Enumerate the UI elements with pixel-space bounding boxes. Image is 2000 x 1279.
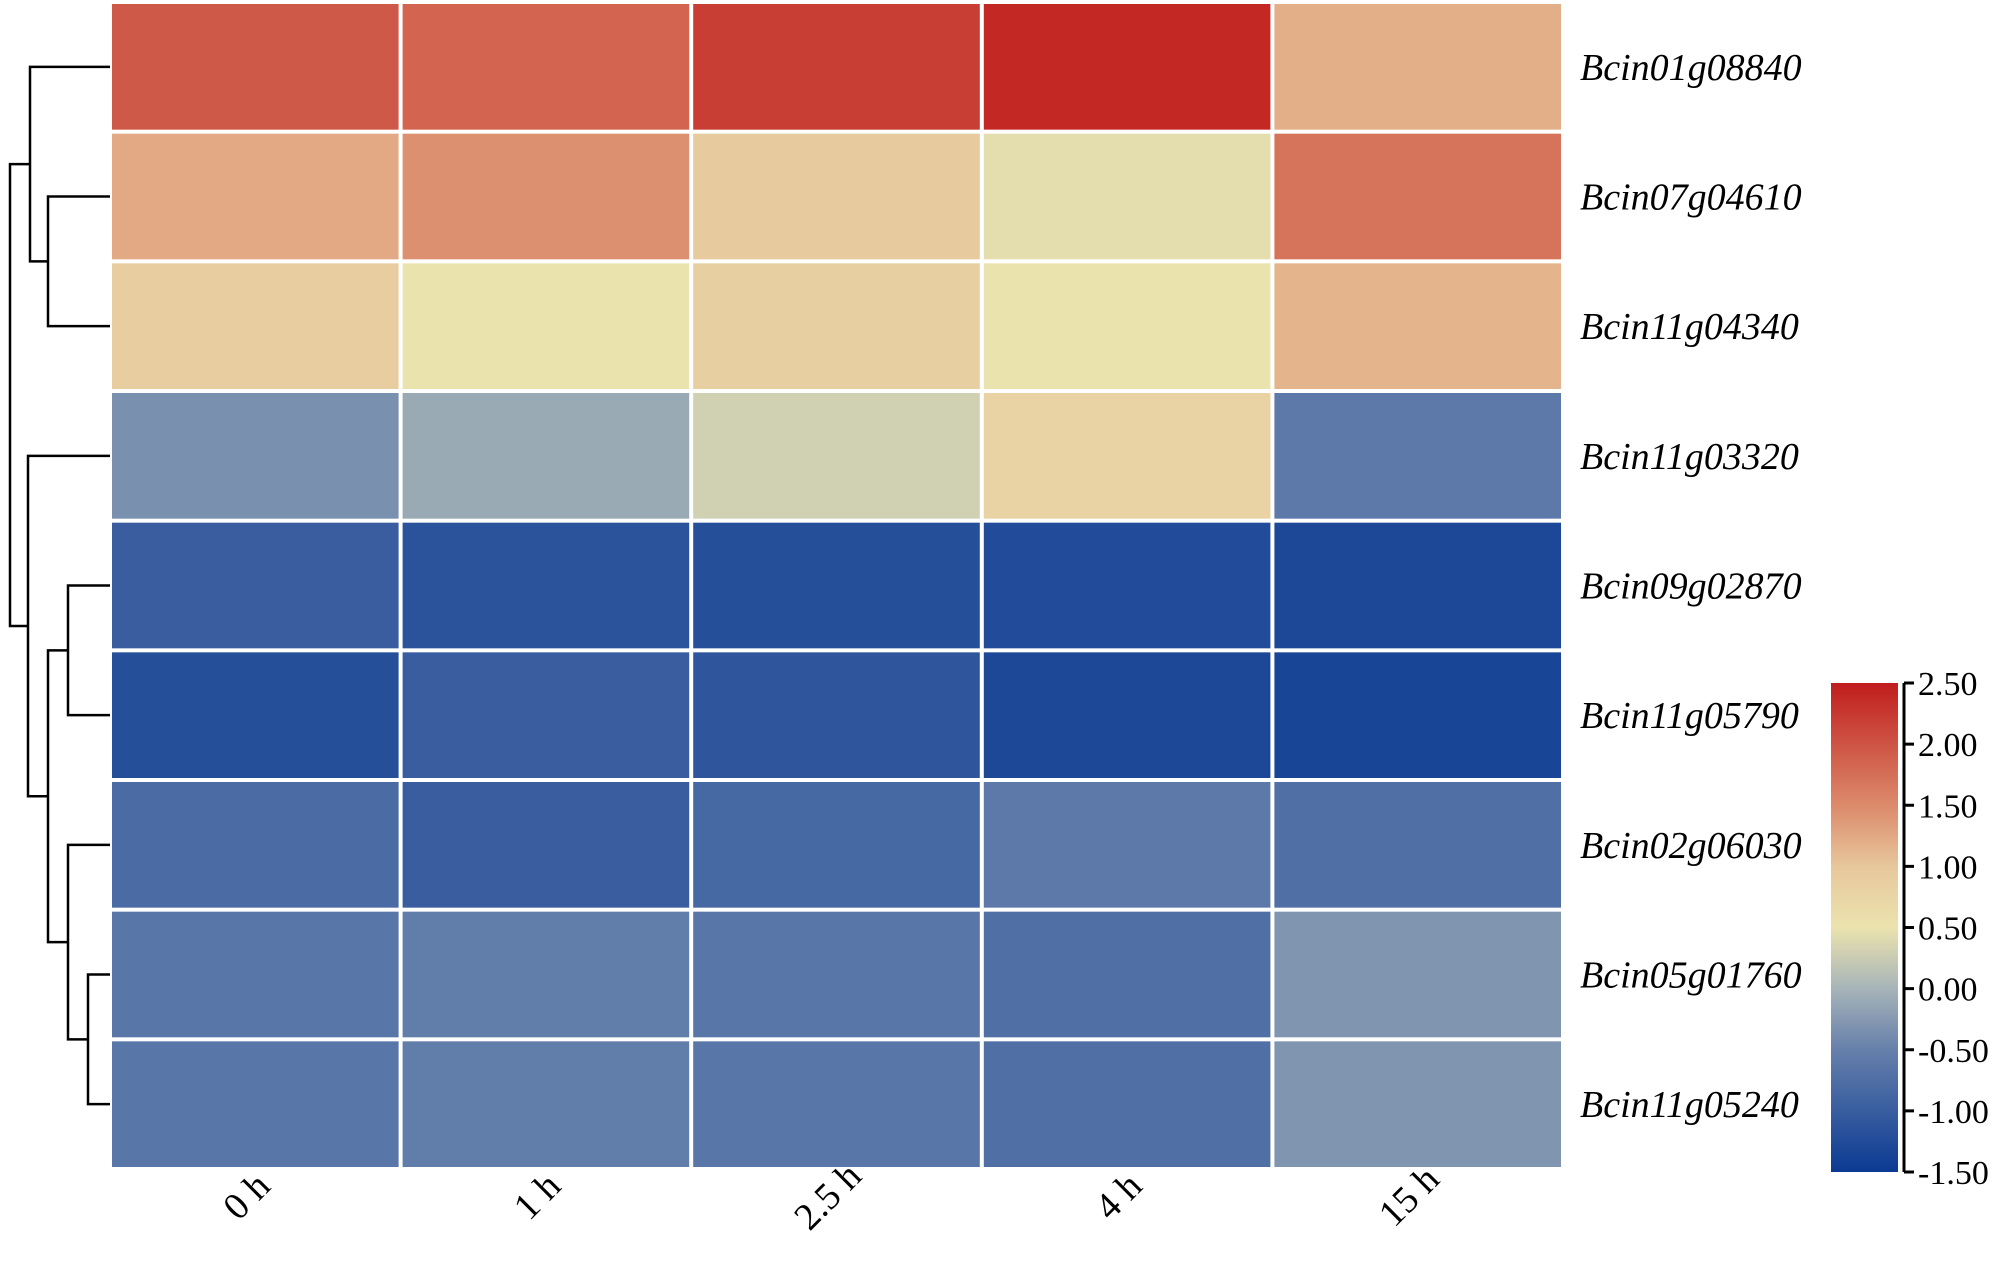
heatmap-cell: [112, 1041, 399, 1167]
heatmap-cell: [693, 782, 980, 908]
color-scale-tick-label: -0.50: [1918, 1033, 1989, 1070]
heatmap-cell: [1274, 522, 1561, 649]
color-scale-tick-label: 2.00: [1918, 727, 1978, 764]
column-label: 4 h: [1087, 1165, 1150, 1228]
dendrogram-branch: [86, 973, 110, 1106]
heatmap-cell: [983, 4, 1271, 130]
heatmap-cells: [110, 2, 1563, 1169]
heatmap-cell: [402, 1041, 690, 1167]
heatmap-cell: [1274, 652, 1561, 778]
heatmap-cell: [402, 133, 690, 260]
dendrogram-branch: [8, 162, 30, 628]
heatmap-cell: [112, 263, 399, 389]
heatmap-cell: [402, 393, 690, 519]
dendrogram-branch: [28, 65, 110, 263]
color-scale-tick-label: 1.00: [1918, 849, 1978, 886]
color-scale-bar: [1831, 683, 1898, 1172]
heatmap-cell: [402, 263, 690, 389]
heatmap-cell: [693, 133, 980, 260]
column-label: 0 h: [215, 1165, 278, 1228]
row-label: Bcin01g08840: [1580, 47, 1802, 89]
heatmap-cell: [112, 4, 399, 130]
heatmap-cell: [112, 393, 399, 519]
heatmap-cell: [983, 263, 1271, 389]
heatmap-cell: [402, 4, 690, 130]
color-scale-tick-label: 1.50: [1918, 788, 1978, 825]
color-legend: 2.50 2.00 1.50 1.00 0.50 0.00 -0.50 -1.00 -1.50: [1831, 666, 1989, 1192]
row-label: Bcin05g01760: [1580, 955, 1802, 997]
column-label: 15 h: [1371, 1158, 1448, 1235]
heatmap-cell: [983, 1041, 1271, 1167]
heatmap-cell: [112, 133, 399, 260]
heatmap-cell: [983, 652, 1271, 778]
row-label: Bcin07g04610: [1580, 177, 1802, 219]
row-labels: Bcin01g08840 Bcin07g04610 Bcin11g04340 Bcin…: [1580, 47, 1802, 1126]
row-label: Bcin11g05240: [1580, 1084, 1799, 1126]
heatmap-cell: [693, 911, 980, 1038]
dendrogram-branch: [66, 584, 110, 717]
heatmap-cell: [402, 652, 690, 778]
heatmap-cell: [983, 782, 1271, 908]
heatmap-cell: [1274, 1041, 1561, 1167]
row-label: Bcin11g05790: [1580, 695, 1799, 737]
heatmap-cell: [1274, 263, 1561, 389]
heatmap-cell: [983, 911, 1271, 1038]
heatmap-cell: [693, 393, 980, 519]
color-scale-tick-label: -1.50: [1918, 1155, 1989, 1192]
row-label: Bcin09g02870: [1580, 566, 1802, 608]
color-scale-tick-label: -1.00: [1918, 1094, 1989, 1131]
dendrogram-branch: [46, 649, 68, 944]
heatmap-cell: [693, 522, 980, 649]
heatmap-cell: [1274, 782, 1561, 908]
heatmap-cell: [693, 1041, 980, 1167]
row-label: Bcin02g06030: [1580, 825, 1802, 867]
dendrogram-branch: [46, 195, 110, 328]
heatmap-cell: [983, 133, 1271, 260]
color-scale-tick-label: 0.00: [1918, 972, 1978, 1009]
heatmap-cell: [693, 263, 980, 389]
heatmap-cell: [693, 4, 980, 130]
color-scale-tick-label: 0.50: [1918, 911, 1978, 948]
heatmap-cell: [983, 393, 1271, 519]
heatmap-cell: [1274, 4, 1561, 130]
row-label: Bcin11g03320: [1580, 436, 1799, 478]
heatmap-cell: [1274, 133, 1561, 260]
heatmap-cell: [112, 911, 399, 1038]
heatmap-cell: [402, 782, 690, 908]
heatmap-cell: [1274, 911, 1561, 1038]
column-label: 1 h: [506, 1165, 569, 1228]
heatmap-cell: [402, 522, 690, 649]
heatmap-cell: [112, 522, 399, 649]
heatmap-cell: [693, 652, 980, 778]
heatmap-cell: [402, 911, 690, 1038]
color-scale-tick-label: 2.50: [1918, 666, 1978, 703]
heatmap-cell: [983, 522, 1271, 649]
heatmap-cell: [112, 782, 399, 908]
heatmap-cell: [112, 652, 399, 778]
row-dendrogram: [8, 65, 110, 1106]
heatmap-cell: [1274, 393, 1561, 519]
row-label: Bcin11g04340: [1580, 306, 1799, 348]
